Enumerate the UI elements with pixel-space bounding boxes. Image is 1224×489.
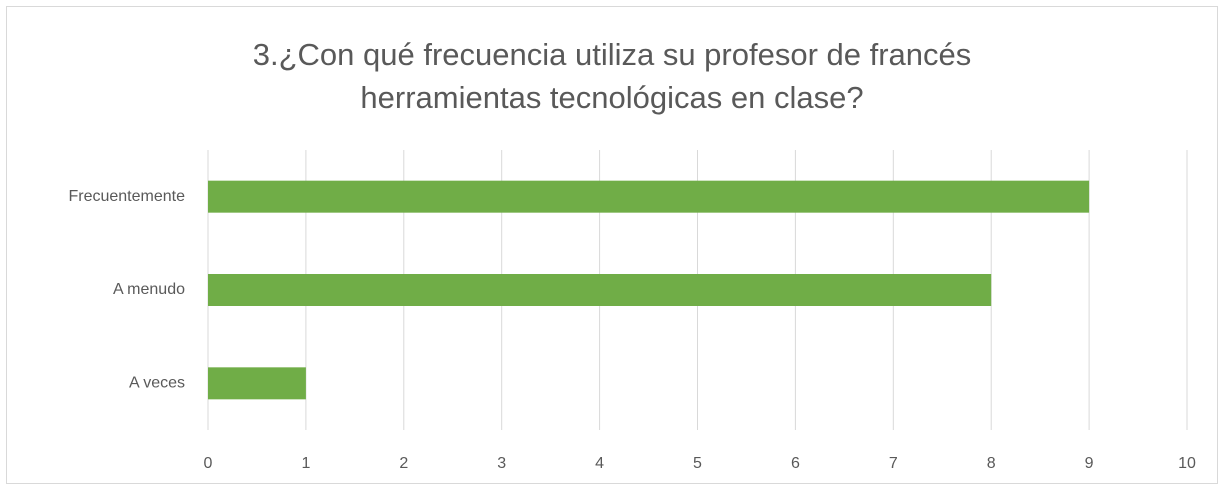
x-tick-label: 5	[693, 455, 702, 472]
x-tick-label: 9	[1085, 455, 1094, 472]
chart-title: 3.¿Con qué frecuencia utiliza su profeso…	[253, 37, 972, 72]
y-tick-label: A veces	[129, 375, 185, 392]
x-tick-label: 3	[497, 455, 506, 472]
x-tick-label: 0	[204, 455, 213, 472]
x-tick-label: 2	[399, 455, 408, 472]
x-tick-label: 8	[987, 455, 996, 472]
x-tick-label: 4	[595, 455, 604, 472]
chart-border	[6, 6, 1218, 484]
x-tick-label: 7	[889, 455, 898, 472]
y-tick-label: Frecuentemente	[68, 188, 185, 205]
chart-title: herramientas tecnológicas en clase?	[360, 80, 863, 115]
bar	[208, 367, 306, 400]
bar	[208, 180, 1090, 213]
bar	[208, 274, 992, 306]
y-tick-label: A menudo	[113, 281, 185, 298]
x-tick-label: 1	[301, 455, 310, 472]
x-tick-label: 6	[791, 455, 800, 472]
x-tick-label: 10	[1178, 455, 1196, 472]
